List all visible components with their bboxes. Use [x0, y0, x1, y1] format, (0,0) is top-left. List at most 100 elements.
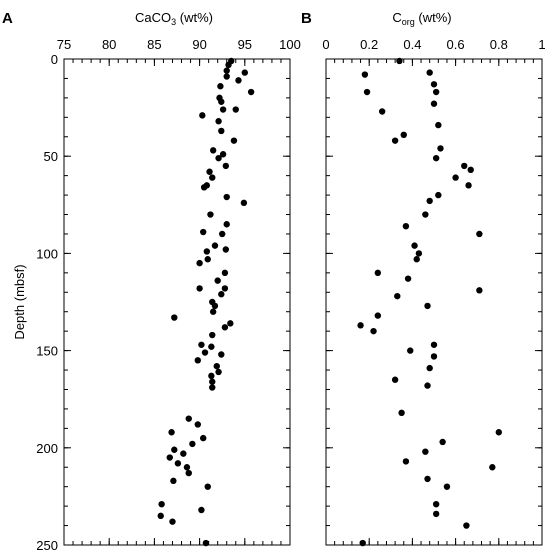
panel-a-points: [157, 57, 255, 547]
data-point: [430, 353, 438, 360]
data-point: [196, 259, 203, 267]
data-point: [230, 137, 238, 144]
data-point: [407, 347, 414, 354]
data-point: [374, 269, 382, 277]
data-point: [235, 77, 242, 84]
data-point: [439, 438, 446, 446]
data-point: [223, 221, 230, 228]
data-point: [171, 314, 178, 321]
panel-b-y-ticks: [326, 58, 542, 546]
data-point: [413, 256, 420, 263]
data-point: [430, 341, 438, 348]
data-point: [218, 351, 225, 358]
data-point: [489, 464, 496, 471]
x-tick-label: 0.8: [490, 37, 508, 52]
x-tick-label: 0.4: [403, 37, 421, 52]
data-point: [430, 81, 438, 88]
data-point: [476, 230, 483, 238]
data-point: [180, 450, 187, 457]
panel-b-corg: B Corg (wt%) 0 0.2 0.4 0.6 0.8 1: [301, 10, 546, 547]
data-point: [432, 88, 440, 96]
data-point: [209, 308, 217, 315]
data-point: [398, 409, 405, 417]
data-point: [209, 378, 216, 385]
x-tick-label: 90: [192, 37, 206, 52]
data-point: [219, 106, 227, 113]
panel-a-plot-frame: [63, 58, 291, 546]
data-point: [215, 368, 222, 376]
y-tick-label: 50: [44, 149, 58, 164]
y-tick-label: 0: [51, 52, 58, 67]
data-point: [223, 67, 230, 74]
data-point: [209, 174, 216, 181]
panel-a-caco3: A CaCO3 (wt%) 75 80 85 90 95 100 0 50 100 150 200…: [2, 10, 301, 553]
panel-b-plot-frame: [325, 58, 543, 546]
data-point: [219, 151, 227, 158]
data-point: [232, 106, 239, 113]
y-tick-label: 250: [36, 538, 58, 553]
panel-a-y-ticks: 0 50 100 150 200 250: [36, 52, 290, 553]
data-point: [203, 248, 211, 255]
data-point: [415, 250, 423, 257]
data-point: [426, 197, 433, 205]
panel-a-x-axis-title: CaCO3 (wt%): [135, 10, 213, 27]
data-point: [404, 275, 412, 282]
x-tick-label: 100: [279, 37, 301, 52]
panel-a-label: A: [2, 10, 13, 27]
data-point: [223, 73, 230, 80]
panel-b-label: B: [301, 10, 312, 27]
y-tick-label: 150: [36, 344, 58, 359]
data-point: [402, 222, 410, 230]
data-point: [432, 500, 440, 508]
panel-b-points: [357, 57, 502, 547]
data-point: [170, 477, 177, 485]
data-point: [240, 199, 248, 207]
data-point: [357, 322, 364, 329]
data-point: [217, 83, 224, 90]
data-point: [198, 341, 205, 348]
data-point: [222, 162, 230, 170]
data-point: [213, 362, 220, 370]
data-point: [370, 327, 377, 335]
data-point: [189, 440, 196, 448]
data-point: [225, 61, 232, 69]
data-point: [467, 166, 474, 174]
data-point: [215, 118, 222, 125]
data-point: [422, 448, 429, 455]
data-point: [202, 539, 210, 547]
data-point: [211, 302, 219, 310]
data-point: [361, 71, 369, 78]
data-point: [430, 100, 438, 107]
panel-a-x-ticks: 75 80 85 90 95 100: [57, 37, 301, 545]
data-point: [209, 147, 217, 154]
data-point: [476, 287, 483, 294]
data-point: [209, 384, 216, 391]
data-point: [166, 454, 173, 461]
data-point: [196, 285, 203, 292]
data-point: [396, 57, 403, 65]
data-point: [411, 242, 418, 249]
data-point: [378, 108, 386, 115]
data-point: [211, 242, 219, 249]
data-point: [171, 446, 178, 453]
data-point: [204, 256, 211, 263]
data-point: [199, 112, 206, 119]
data-point: [185, 415, 192, 422]
data-point: [437, 145, 444, 152]
data-point: [227, 320, 234, 327]
data-point: [495, 429, 502, 436]
data-point: [219, 230, 226, 238]
x-tick-label: 80: [102, 37, 116, 52]
data-point: [174, 460, 182, 467]
data-point: [359, 539, 366, 547]
data-point: [463, 522, 470, 529]
data-point: [432, 154, 440, 162]
data-point: [241, 69, 248, 76]
data-point: [426, 364, 433, 372]
data-point: [435, 121, 442, 129]
data-point: [465, 182, 472, 189]
data-point: [183, 464, 191, 471]
data-point: [402, 458, 410, 465]
data-point: [207, 211, 214, 218]
